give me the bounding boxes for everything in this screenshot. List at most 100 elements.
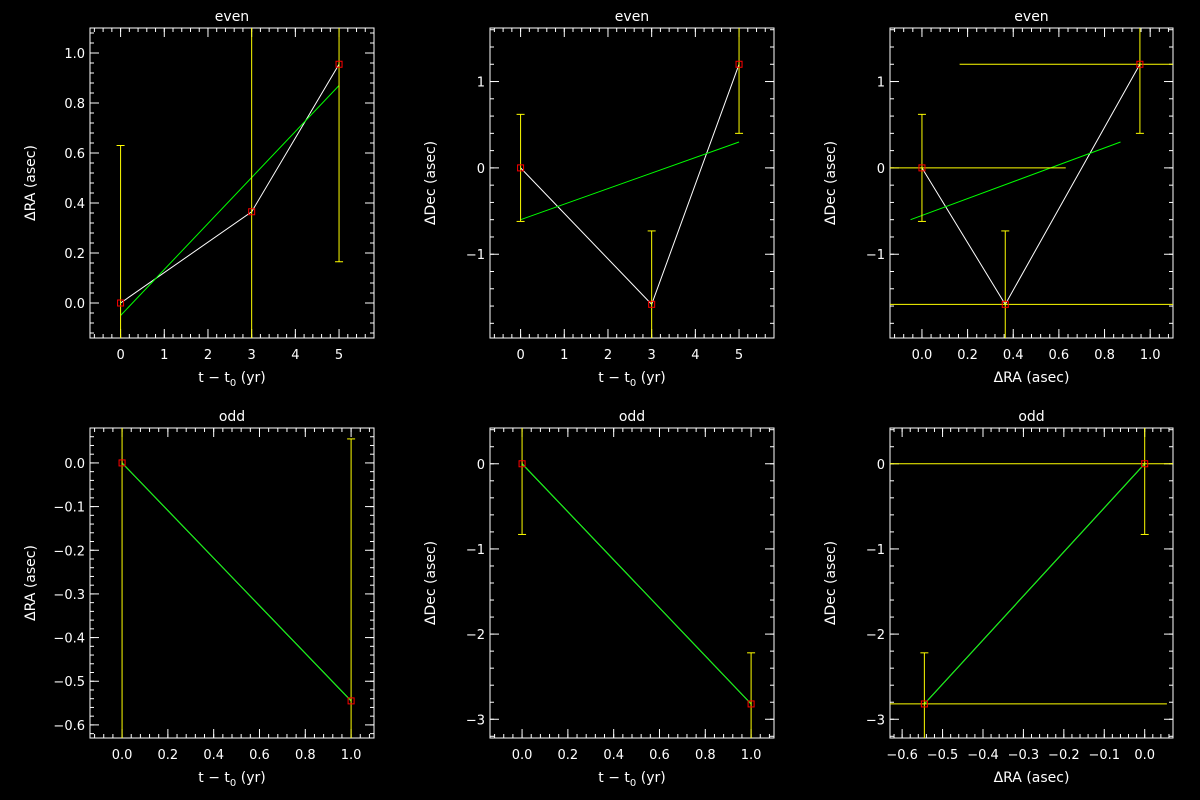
chart-title: odd [219,409,245,425]
y-tick-label: −1 [866,543,885,558]
y-tick-label: −0.5 [53,675,85,690]
data-point-marker [517,164,525,172]
data-point-marker [648,300,656,308]
x-axis-label-unit: (yr) [236,370,265,386]
x-axis-label: t − t0 (yr) [198,770,265,789]
x-tick-label: 1 [160,348,168,363]
x-tick-label: 5 [735,348,743,363]
x-axis-label-subscript: 0 [630,778,636,789]
y-tick-label: −2 [866,628,885,643]
chart-title: odd [619,409,645,425]
x-tick-label: 0.2 [558,748,579,763]
y-tick-label: −0.4 [53,632,85,647]
y-tick-label: 0 [877,458,885,473]
x-tick-label: 0.0 [512,748,533,763]
y-tick-label: −1 [466,543,485,558]
x-tick-label: 0.2 [158,748,179,763]
y-tick-label: −2 [466,628,485,643]
x-tick-label: 0 [516,348,524,363]
x-tick-label: 0.8 [695,748,716,763]
data-point-marker [1001,300,1009,308]
y-tick-label: 0.6 [64,147,85,162]
y-tick-label: 1 [877,76,885,91]
x-tick-label: −0.5 [927,748,959,763]
x-axis-label-subscript: 0 [630,378,636,389]
y-tick-label: −0.2 [53,544,85,559]
data-layer [116,28,344,338]
fit-line [923,463,1146,705]
data-point-marker [118,459,126,467]
x-axis-label-main: t − t [598,770,630,786]
data-point-marker [735,60,743,68]
x-tick-label: 0.6 [249,748,270,763]
x-tick-label: 0.8 [295,748,316,763]
chart-title: even [215,9,249,25]
x-tick-label: 0.0 [1134,748,1155,763]
chart-title: even [1014,9,1048,25]
y-tick-label: 0.4 [64,197,85,212]
y-tick-label: −0.3 [53,588,85,603]
x-tick-label: −0.3 [1008,748,1040,763]
x-tick-label: 1.0 [741,748,762,763]
x-axis-label: t − t0 (yr) [598,370,665,389]
x-tick-label: 0.6 [1049,348,1070,363]
y-tick-label: −0.6 [53,719,85,734]
plot-frame [889,427,1174,739]
x-tick-label: 0 [116,348,124,363]
data-series-line [120,63,340,304]
data-point-marker [1141,460,1149,468]
y-axis-label: ΔRA (asec) [23,145,39,221]
x-tick-label: 0.4 [603,748,624,763]
data-series-line [520,64,740,306]
data-layer [518,428,756,738]
x-tick-label: 3 [248,348,256,363]
plot-frame [89,27,375,339]
y-tick-label: 0.8 [64,97,85,112]
plot-frame [889,27,1174,339]
y-tick-label: 0 [477,162,485,177]
x-tick-label: 0.8 [1094,348,1115,363]
chart-title: odd [1018,409,1044,425]
x-tick-label: 2 [604,348,612,363]
y-tick-label: −1 [866,248,885,263]
panel-6: odd −0.6 −0.5 −0.4 −0.3 −0.2 −0.1 0.0 0 −1 −2 −3 ΔRA… [823,409,1174,786]
x-tick-label: 0.2 [957,348,978,363]
plot-frame [489,27,775,339]
fit-line [520,141,740,221]
y-axis-label: ΔRA (asec) [23,545,39,621]
x-tick-label: −0.1 [1088,748,1120,763]
x-tick-label: 0.4 [203,748,224,763]
data-point-marker [918,164,926,172]
y-tick-label: 1 [477,76,485,91]
data-point-marker [248,208,256,216]
x-axis-label: ΔRA (asec) [994,370,1070,386]
y-axis-label: ΔDec (asec) [823,141,839,225]
y-tick-label: −3 [466,713,485,728]
panel-4: odd 0.0 0.2 0.4 0.6 0.8 1.0 0.0 −0.1 −0.2 −0.3 −0.4… [23,409,375,789]
data-point-marker [920,700,928,708]
y-tick-label: 0.2 [64,247,85,262]
x-axis-label: t − t0 (yr) [598,770,665,789]
x-tick-label: 0.0 [912,348,933,363]
data-point-marker [347,697,355,705]
y-axis-label: ΔDec (asec) [423,141,439,225]
y-tick-label: 1.0 [64,47,85,62]
x-tick-label: −0.2 [1048,748,1080,763]
x-axis-label-main: t − t [598,370,630,386]
x-tick-label: 0.4 [1003,348,1024,363]
y-tick-label: −1 [466,248,485,263]
y-tick-label: 0 [477,458,485,473]
data-layer [890,428,1173,738]
x-axis-label-main: t − t [198,370,230,386]
x-tick-label: 1 [560,348,568,363]
y-tick-label: 0.0 [64,457,85,472]
data-layer [516,28,744,338]
fit-line [910,141,1121,221]
fit-line [120,85,340,316]
x-axis-label-subscript: 0 [230,778,236,789]
x-tick-label: −0.6 [886,748,918,763]
fit-line [121,462,352,702]
